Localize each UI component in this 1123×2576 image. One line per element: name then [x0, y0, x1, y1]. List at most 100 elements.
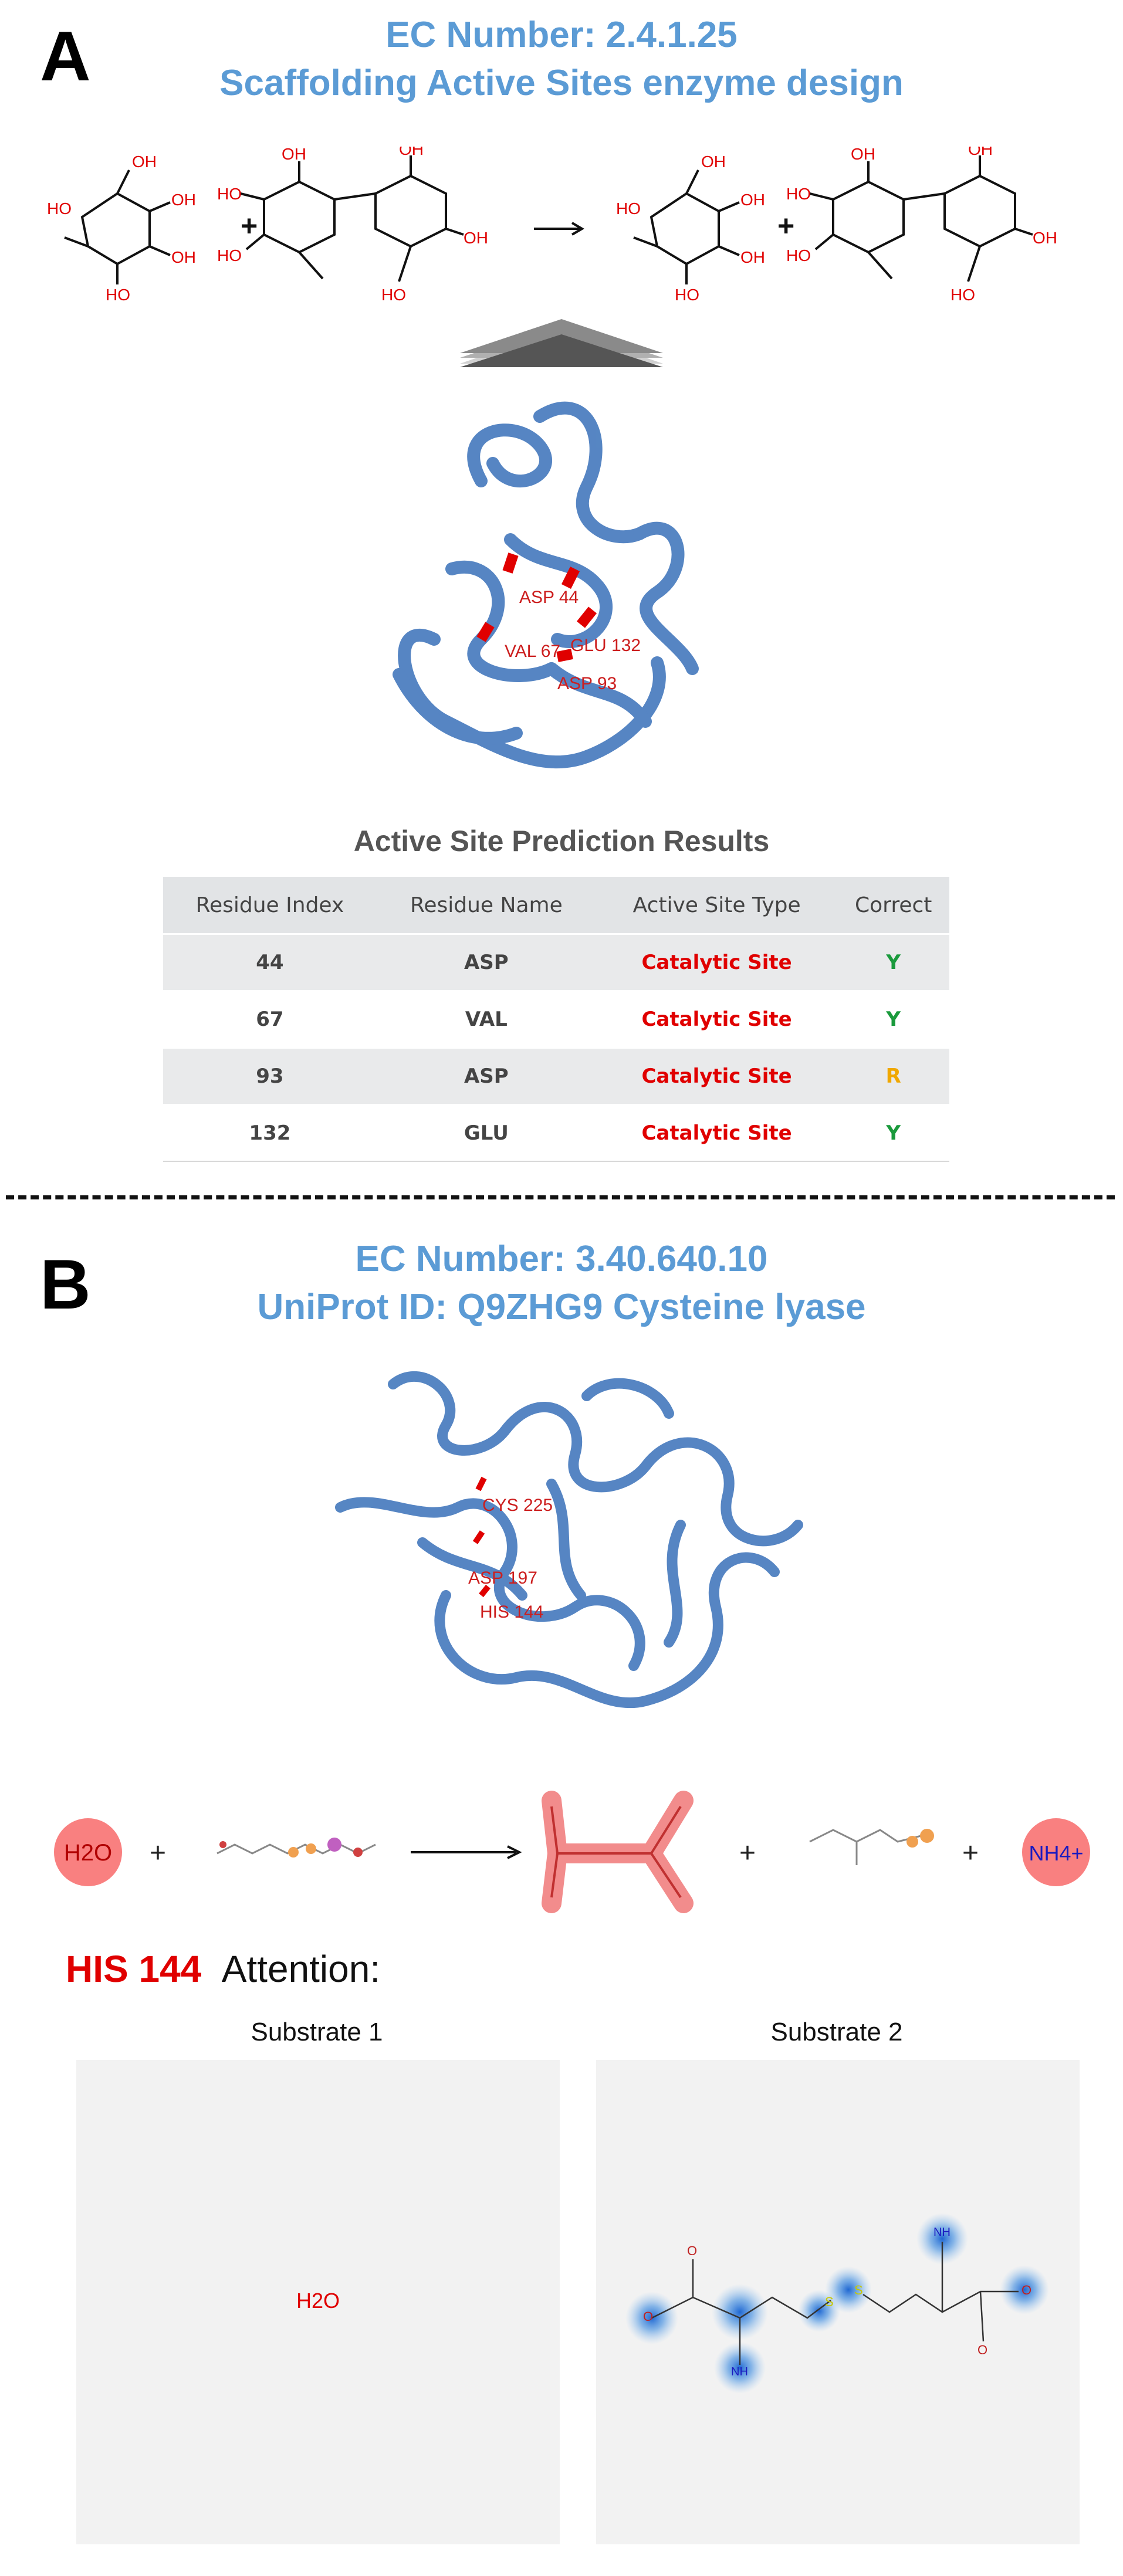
- svg-text:OH: OH: [851, 147, 875, 163]
- plus-sign-1: +: [241, 209, 258, 242]
- header-correct: Correct: [837, 877, 949, 934]
- residue-label-asp44: ASP 44: [519, 588, 579, 607]
- cell-name: GLU: [376, 1104, 596, 1162]
- cell-name: ASP: [376, 1047, 596, 1105]
- svg-text:HO: HO: [217, 185, 242, 203]
- attention-residue: HIS 144: [66, 1948, 202, 1990]
- cell-type: Catalytic Site: [596, 933, 838, 991]
- substrate-1-molecule-label: H2O: [296, 2289, 340, 2313]
- svg-text:O: O: [643, 2309, 653, 2324]
- header-residue-name: Residue Name: [376, 877, 596, 934]
- protein-structure-a: ASP 44 VAL 67 GLU 132 ASP 93: [393, 401, 699, 769]
- cell-correct: Y: [837, 933, 949, 991]
- table-header-row: Residue Index Residue Name Active Site T…: [163, 877, 949, 934]
- substrate-2-molecule: O O O O NH NH S S: [625, 2213, 1049, 2394]
- cell-index: 132: [163, 1104, 377, 1162]
- svg-text:OH: OH: [701, 152, 726, 171]
- panel-b-title-ec: EC Number: 3.40.640.10: [355, 1239, 768, 1279]
- pyruvate-molecule: [542, 1791, 694, 1913]
- svg-text:O: O: [1021, 2283, 1031, 2297]
- ammonium-label: NH4+: [1029, 1841, 1083, 1865]
- table-title: Active Site Prediction Results: [353, 825, 770, 857]
- panel-divider: [6, 1195, 1115, 1199]
- table-row: 93 ASP Catalytic Site R: [163, 1047, 949, 1105]
- panel-b-letter: B: [40, 1245, 91, 1324]
- svg-text:HO: HO: [106, 286, 130, 304]
- cell-correct: Y: [837, 990, 949, 1049]
- svg-text:OH: OH: [1033, 229, 1057, 247]
- substrate-2-attention-map: O O O O NH NH S S: [596, 2060, 1080, 2544]
- cell-index: 67: [163, 990, 377, 1049]
- svg-text:+: +: [150, 1838, 166, 1869]
- cell-name: ASP: [376, 933, 596, 991]
- svg-text:OH: OH: [740, 191, 765, 209]
- svg-text:OH: OH: [282, 147, 306, 163]
- stacked-arrow-icon: [460, 319, 663, 367]
- substrate-1-attention-map: H2O: [76, 2060, 560, 2544]
- svg-text:OH: OH: [740, 248, 765, 266]
- water-label: H2O: [64, 1840, 112, 1866]
- substrate-1-label: Substrate 1: [251, 2018, 383, 2046]
- attention-label: Attention:: [221, 1948, 381, 1990]
- svg-text:HO: HO: [675, 286, 699, 304]
- svg-text:S: S: [825, 2294, 834, 2309]
- disaccharide-molecule-2: [809, 155, 1033, 282]
- cell-type: Catalytic Site: [596, 1104, 838, 1162]
- residue-label-asp93: ASP 93: [557, 674, 617, 693]
- panel-a-letter: A: [40, 17, 91, 96]
- svg-text:HO: HO: [951, 286, 975, 304]
- protein-structure-b: CYS 225 ASP 197 HIS 144: [335, 1371, 803, 1709]
- svg-text:+: +: [739, 1838, 756, 1869]
- svg-text:+: +: [962, 1838, 979, 1869]
- residue-label-val67: VAL 67: [505, 642, 560, 661]
- svg-text:NH: NH: [933, 2226, 951, 2239]
- cell-correct: Y: [837, 1104, 949, 1162]
- glucose-molecule-1: [64, 170, 171, 284]
- panel-a-title-ec: EC Number: 2.4.1.25: [385, 15, 738, 55]
- panel-a-title-desc: Scaffolding Active Sites enzyme design: [219, 63, 904, 103]
- panel-b-title-uniprot: UniProt ID: Q9ZHG9 Cysteine lyase: [257, 1287, 866, 1327]
- svg-text:OH: OH: [132, 152, 157, 171]
- substrate-2-label: Substrate 2: [770, 2018, 903, 2046]
- svg-text:OH: OH: [464, 229, 488, 247]
- svg-text:OH: OH: [171, 248, 196, 266]
- table-row: 44 ASP Catalytic Site Y: [163, 933, 949, 991]
- svg-text:HO: HO: [786, 246, 811, 265]
- cell-type: Catalytic Site: [596, 1047, 838, 1105]
- header-residue-index: Residue Index: [163, 877, 377, 934]
- cell-type: Catalytic Site: [596, 990, 838, 1049]
- cell-index: 93: [163, 1047, 377, 1105]
- disaccharide-molecule-1: [240, 155, 464, 282]
- cell-index: 44: [163, 933, 377, 991]
- svg-text:HO: HO: [381, 286, 406, 304]
- svg-text:OH: OH: [171, 191, 196, 209]
- panel-a-reaction-scheme: HO OH OH OH HO HO OH OH HO OH HO HO OH OH OH HO HO…: [47, 147, 1057, 304]
- svg-text:HO: HO: [47, 199, 72, 218]
- panel-b-reaction-scheme: H2O + + + NH4+: [54, 1791, 1090, 1913]
- residue-label-his144: HIS 144: [480, 1602, 543, 1622]
- svg-text:OH: OH: [399, 147, 424, 158]
- svg-text:O: O: [977, 2343, 987, 2357]
- ammonium-molecule: [1022, 1818, 1090, 1886]
- attention-heading: HIS 144 Attention:: [66, 1947, 380, 1991]
- plus-sign-2: +: [777, 209, 794, 242]
- residue-label-glu132: GLU 132: [570, 636, 641, 655]
- glucose-molecule-2: [633, 170, 740, 284]
- svg-text:HO: HO: [616, 199, 641, 218]
- active-site-results-table: Residue Index Residue Name Active Site T…: [163, 877, 949, 1162]
- cell-name: VAL: [376, 990, 596, 1049]
- water-molecule: [54, 1818, 122, 1886]
- header-active-site-type: Active Site Type: [596, 877, 838, 934]
- table-row: 67 VAL Catalytic Site Y: [163, 990, 949, 1049]
- svg-text:HO: HO: [786, 185, 811, 203]
- homocysteine-molecule: [809, 1829, 922, 1865]
- residue-label-cys225: CYS 225: [482, 1496, 553, 1515]
- svg-text:OH: OH: [968, 147, 993, 158]
- svg-text:O: O: [687, 2243, 697, 2258]
- svg-text:HO: HO: [217, 246, 242, 265]
- cell-correct: R: [837, 1047, 949, 1105]
- svg-text:S: S: [854, 2283, 863, 2297]
- svg-text:NH: NH: [731, 2365, 748, 2378]
- table-row: 132 GLU Catalytic Site Y: [163, 1104, 949, 1162]
- residue-label-asp197: ASP 197: [468, 1568, 537, 1588]
